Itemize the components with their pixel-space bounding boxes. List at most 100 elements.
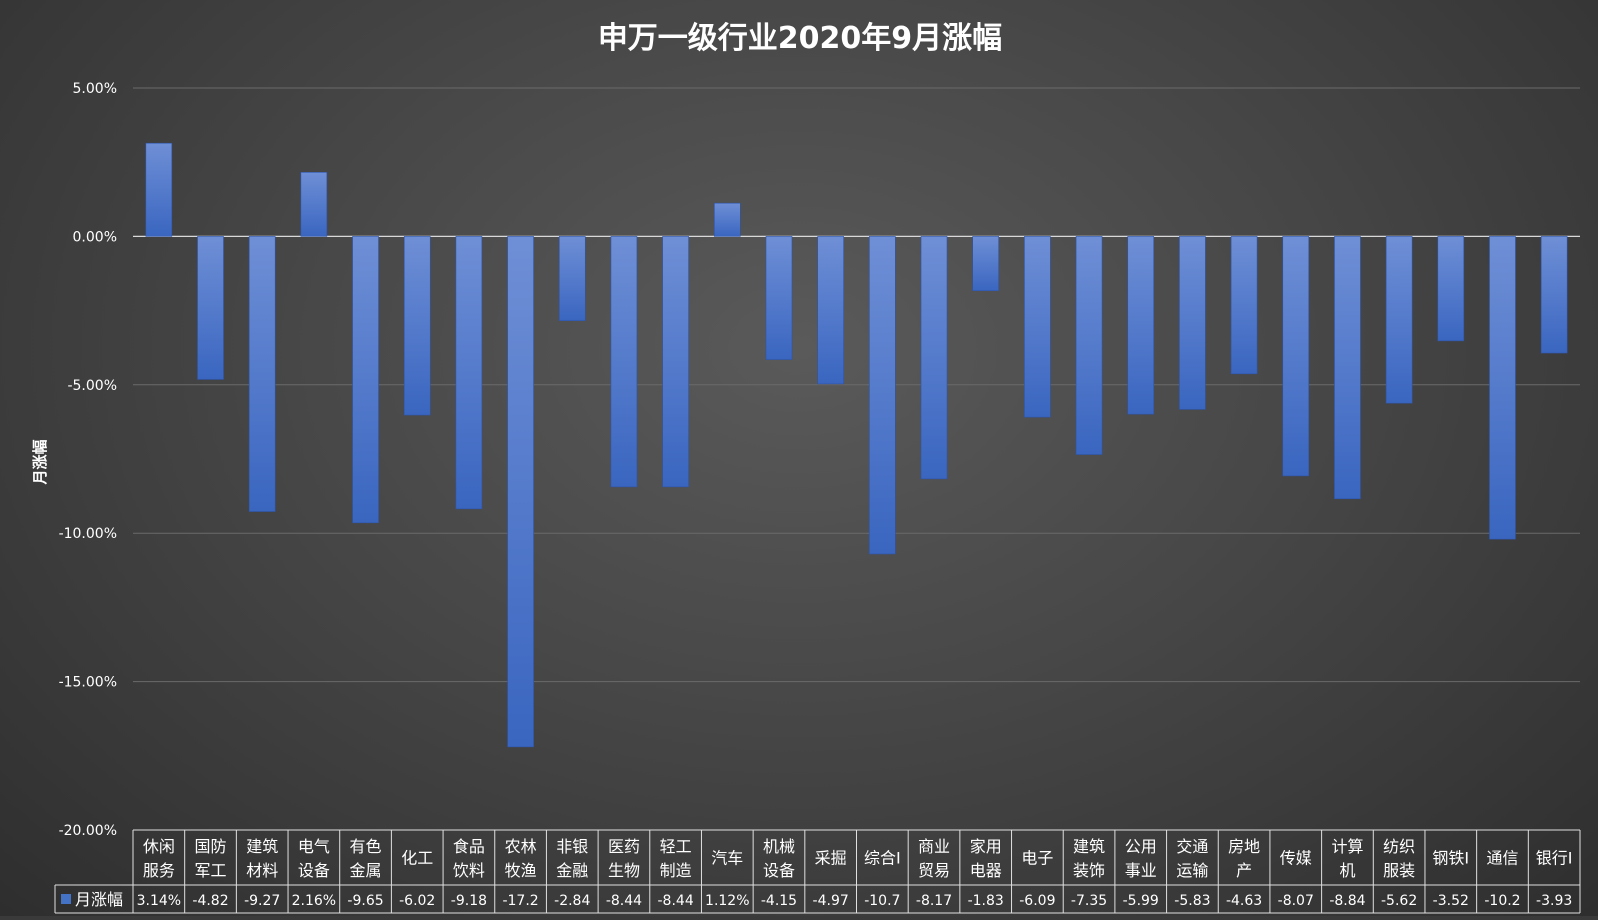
bar [1540,236,1568,354]
value-label: -5.99 [1123,893,1159,909]
value-label: -8.44 [658,893,694,909]
value-label: -8.17 [916,893,952,909]
bar [455,236,483,510]
legend-label: 月涨幅 [75,890,123,909]
category-label: 国防军工 [195,837,227,880]
bar [1282,236,1310,477]
legend-swatch [61,894,71,904]
value-label: -9.18 [451,893,487,909]
value-label: -8.84 [1329,893,1365,909]
value-label: -6.02 [399,893,435,909]
category-label: 房地产 [1228,837,1260,880]
category-label: 轻工制造 [660,837,692,880]
bar [1230,236,1258,375]
category-label: 计算机 [1331,837,1363,880]
category-label: 电子 [1021,849,1053,868]
category-label: 钢铁Ⅰ [1432,849,1469,868]
bar [714,202,741,237]
value-label: -7.35 [1071,893,1107,909]
value-label: -5.62 [1381,893,1417,909]
bar [248,236,276,512]
value-label: -4.82 [192,893,228,909]
bar [1334,236,1361,500]
bar [507,236,534,748]
bar [145,142,173,237]
category-label: 电气设备 [298,837,330,880]
category-label: 建筑材料 [246,837,278,880]
category-label: 休闲服务 [143,837,175,880]
bar [1179,236,1206,410]
category-label: 医药生物 [608,837,640,880]
y-tick-label: -10.00% [59,526,117,542]
bar [1385,236,1413,404]
category-label: 综合Ⅰ [864,849,901,868]
y-axis-label: 月涨幅 [31,439,49,485]
value-label: -3.52 [1433,893,1469,909]
category-label: 通信 [1486,849,1518,868]
category-label: 交通运输 [1176,837,1208,880]
category-label: 纺织服装 [1383,837,1415,880]
category-label: 传媒 [1280,849,1312,868]
category-label: 建筑装饰 [1073,837,1105,880]
bar [558,236,586,321]
bar [197,236,224,380]
bar [1075,236,1103,455]
category-label: 食品饮料 [453,837,485,880]
bar [817,236,844,385]
category-label: 家用电器 [970,837,1002,880]
bar [920,236,948,480]
category-label: 采掘 [815,849,847,868]
bar [972,236,999,292]
value-label: 1.12% [705,893,749,909]
bar [869,236,896,555]
category-label: 商业贸易 [918,837,950,880]
value-label: -8.44 [606,893,642,909]
data-table: 月涨幅 休闲服务 3.14% 国防军工 -4.82 建筑材料 -9.27 电气设备 2.16% 有… [54,829,1581,914]
value-label: -8.07 [1278,893,1314,909]
y-tick-label: 0.00% [73,229,117,245]
value-label: -9.65 [347,893,383,909]
category-label: 机械设备 [763,837,795,880]
value-label: -4.97 [813,893,849,909]
category-label: 汽车 [711,849,743,868]
value-label: -17.2 [502,893,538,909]
value-label: -6.09 [1019,893,1055,909]
bar [662,236,689,488]
chart-title: 申万一级行业2020年9月涨幅 [598,21,1002,56]
value-label: -10.2 [1484,893,1520,909]
gridlines [133,87,1580,683]
value-label: -4.15 [761,893,797,909]
value-label: -9.27 [244,893,280,909]
value-label: -2.84 [554,893,590,909]
y-tick-label: -20.00% [59,823,117,839]
category-label: 化工 [401,849,433,868]
bar [403,236,431,416]
value-label: -4.63 [1226,893,1262,909]
value-label: 2.16% [292,893,336,909]
bar [1437,236,1465,342]
y-tick-label: -15.00% [59,675,117,691]
y-tick-label: 5.00% [73,81,117,97]
bar [1489,236,1516,540]
category-label: 公用事业 [1125,837,1157,880]
category-label: 有色金属 [350,837,382,880]
value-label: -1.83 [968,893,1004,909]
value-label: -10.7 [864,893,900,909]
category-label: 农林牧渔 [505,837,537,880]
category-label: 银行Ⅰ [1536,849,1573,868]
bar [765,236,793,360]
value-label: -3.93 [1536,893,1572,909]
bar [1024,236,1051,418]
bar [1127,236,1155,415]
y-tick-label: -5.00% [67,378,117,394]
bar [610,236,638,488]
category-label: 非银金融 [556,837,588,880]
value-label: -5.83 [1174,893,1210,909]
bar [352,236,379,524]
value-label: 3.14% [137,893,181,909]
bars [145,142,1568,748]
y-axis-ticks: 5.00% 0.00% -5.00% -10.00% -15.00% -20.00% [59,81,117,839]
bar [300,171,328,237]
